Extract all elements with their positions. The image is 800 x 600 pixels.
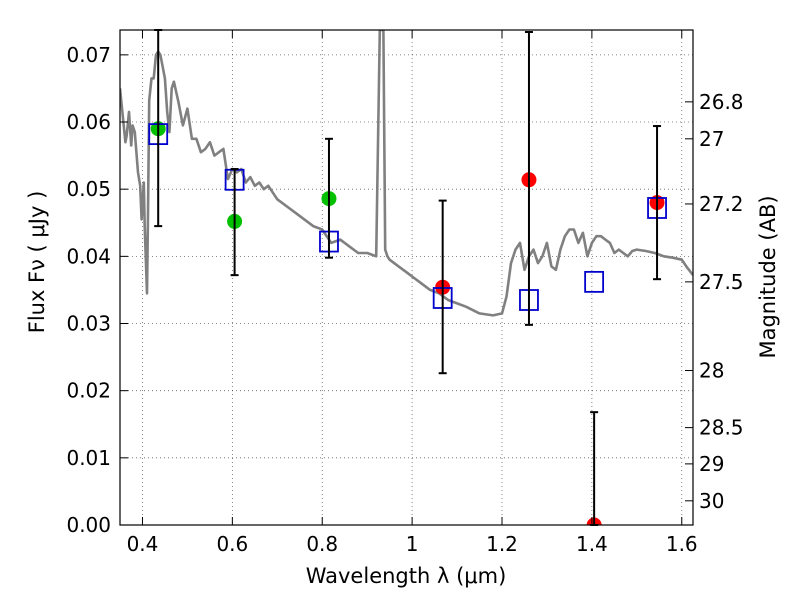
mag-tick-label: 27.2 bbox=[699, 192, 744, 216]
plot-frame bbox=[119, 29, 694, 526]
ticks: 0.4 0.6 0.8 1 1.2 1.4 1.6 0.00 0.01 0.02 0.03 0.04 0… bbox=[66, 30, 744, 556]
y-axis-title: Flux Fν ( μJy ) bbox=[25, 191, 49, 334]
mag-tick-label: 29 bbox=[699, 452, 724, 476]
y-tick-label: 0.02 bbox=[66, 379, 111, 403]
right-axis-title: Magnitude (AB) bbox=[756, 195, 780, 358]
x-tick-label: 1.6 bbox=[666, 532, 698, 556]
y-tick-label: 0.01 bbox=[66, 446, 111, 470]
y-tick-label: 0.04 bbox=[66, 244, 111, 268]
y-tick-label: 0.07 bbox=[66, 43, 111, 67]
mag-tick-label: 30 bbox=[699, 489, 724, 513]
y-tick-label: 0.03 bbox=[66, 312, 111, 336]
y-tick-label: 0.06 bbox=[66, 110, 111, 134]
x-axis-title: Wavelength λ (μm) bbox=[306, 564, 507, 588]
x-tick-label: 0.6 bbox=[216, 532, 248, 556]
y-tick-label: 0.05 bbox=[66, 177, 111, 201]
x-tick-label: 1.2 bbox=[486, 532, 518, 556]
model-square bbox=[584, 270, 605, 293]
x-tick-label: 1.4 bbox=[576, 532, 608, 556]
mag-tick-label: 27.5 bbox=[699, 270, 744, 294]
mag-tick-label: 28.5 bbox=[699, 416, 744, 440]
x-tick-label: 1 bbox=[406, 532, 419, 556]
y-tick-label: 0.00 bbox=[66, 513, 111, 537]
x-tick-label: 0.4 bbox=[127, 532, 159, 556]
x-tick-label: 0.8 bbox=[306, 532, 338, 556]
mag-tick-label: 27 bbox=[699, 127, 724, 151]
plot-area bbox=[120, 30, 693, 525]
plot-content bbox=[120, 29, 693, 526]
mag-tick-label: 26.8 bbox=[699, 90, 744, 114]
mag-tick-label: 28 bbox=[699, 359, 724, 383]
grid bbox=[120, 30, 693, 526]
